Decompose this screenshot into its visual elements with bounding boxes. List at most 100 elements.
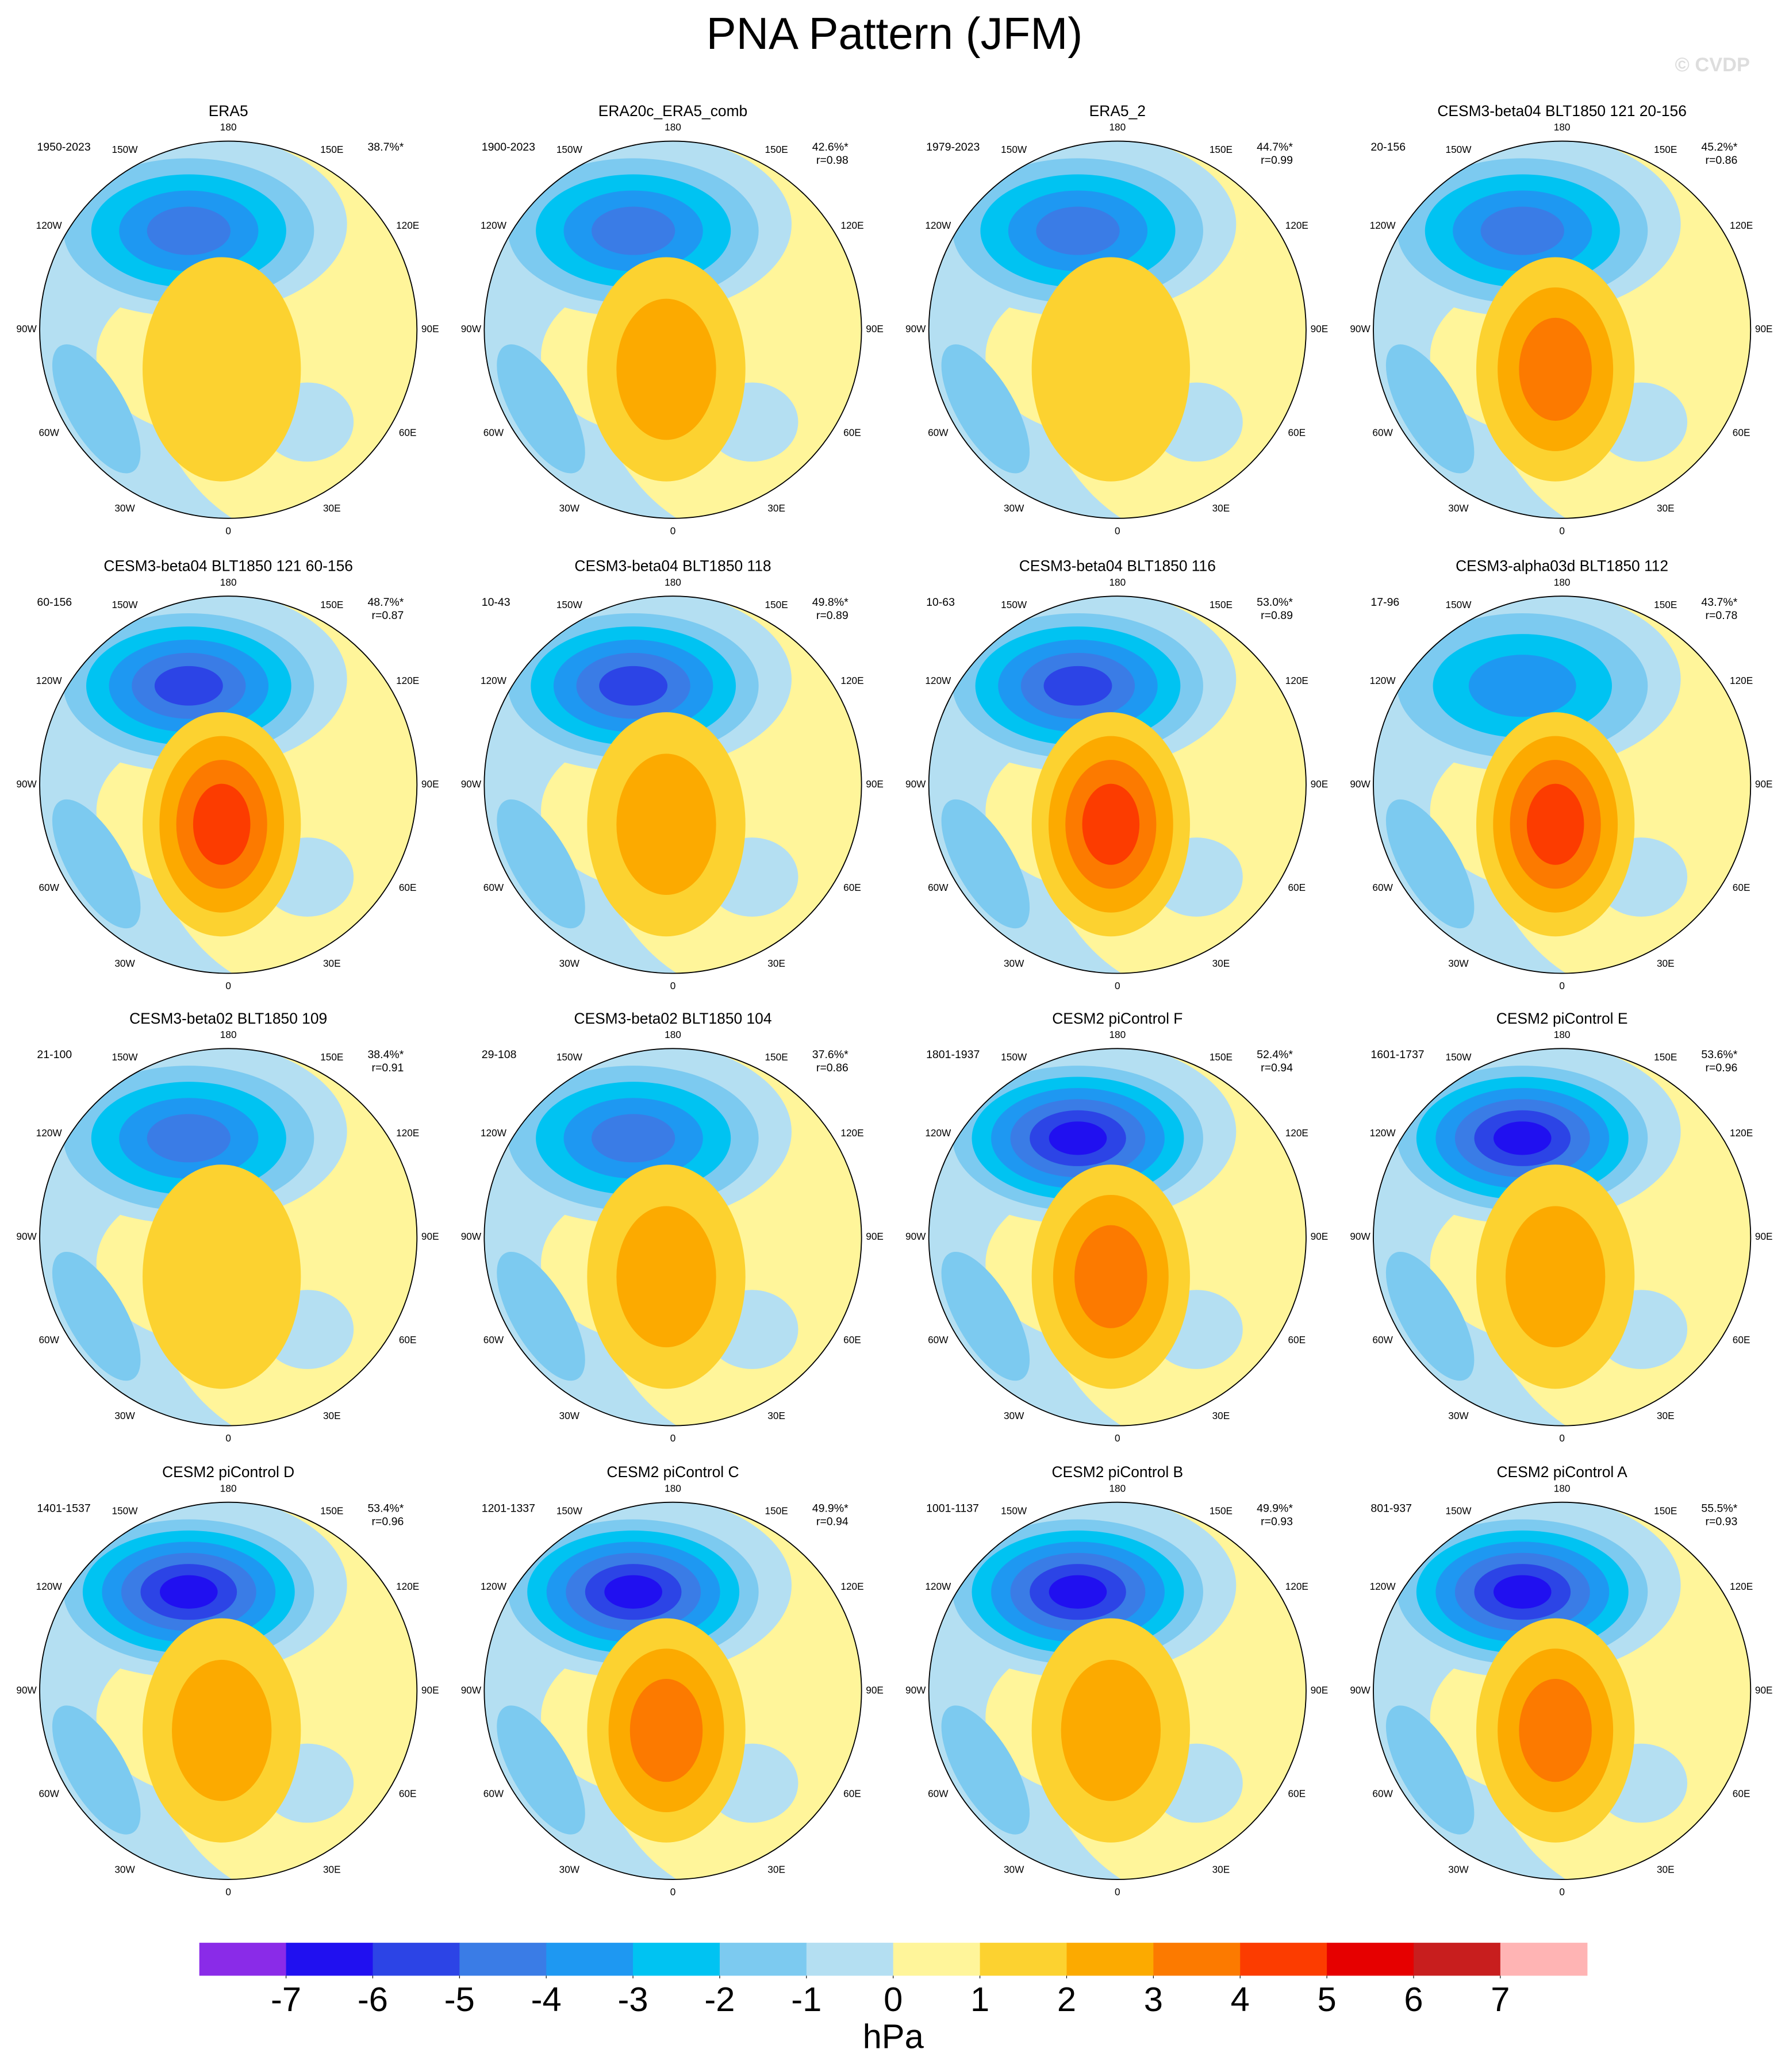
negative-center bbox=[1468, 655, 1576, 717]
positive-center bbox=[143, 1164, 301, 1389]
panel-stat: 53.4%* bbox=[367, 1502, 404, 1514]
longitude-label: 60W bbox=[39, 1788, 59, 1800]
longitude-label: 30E bbox=[1657, 502, 1675, 514]
panel-stat: r=0.89 bbox=[1261, 609, 1293, 622]
longitude-label: 30W bbox=[559, 502, 580, 514]
longitude-label: 30E bbox=[1657, 958, 1675, 969]
negative-region bbox=[941, 1251, 1030, 1381]
longitude-label: 120W bbox=[1370, 220, 1396, 231]
longitude-label: 90W bbox=[1350, 1231, 1370, 1242]
negative-center bbox=[1493, 1121, 1552, 1155]
colorbar-tick-label: -3 bbox=[618, 1980, 648, 2019]
longitude-label: 120W bbox=[925, 220, 951, 231]
panel-period: 21-100 bbox=[37, 1048, 72, 1061]
longitude-label: 60E bbox=[399, 1334, 417, 1346]
longitude-label: 60E bbox=[399, 1788, 417, 1800]
longitude-label: 180 bbox=[665, 1029, 681, 1040]
longitude-label: 150E bbox=[1210, 1505, 1233, 1516]
longitude-label: 150W bbox=[556, 1051, 583, 1063]
panel-period: 1001-1137 bbox=[926, 1502, 979, 1514]
colorbar-box bbox=[546, 1943, 634, 1976]
longitude-label: 60W bbox=[39, 426, 59, 438]
panel-stat: r=0.99 bbox=[1261, 154, 1293, 167]
map-border bbox=[1373, 595, 1752, 974]
colorbar-box bbox=[893, 1943, 981, 1976]
longitude-label: 90W bbox=[461, 778, 482, 790]
negative-region bbox=[497, 344, 585, 474]
longitude-label: 60E bbox=[1733, 426, 1750, 438]
longitude-label: 60W bbox=[1372, 882, 1393, 893]
panel-stat: r=0.94 bbox=[1261, 1062, 1293, 1074]
colorbar-unit: hPa bbox=[863, 2017, 924, 2055]
longitude-label: 120E bbox=[1285, 1581, 1308, 1592]
positive-center bbox=[1074, 1225, 1147, 1328]
colorbar-box bbox=[286, 1943, 374, 1976]
longitude-label: 180 bbox=[220, 121, 237, 133]
longitude-label: 120W bbox=[925, 1127, 951, 1139]
longitude-label: 120W bbox=[1370, 675, 1396, 686]
longitude-label: 150E bbox=[1210, 1051, 1233, 1063]
longitude-label: 90W bbox=[1350, 323, 1370, 335]
longitude-label: 60E bbox=[843, 882, 861, 893]
longitude-label: 30E bbox=[767, 958, 785, 969]
longitude-label: 150E bbox=[765, 1505, 788, 1516]
longitude-label: 60W bbox=[1372, 1788, 1393, 1800]
map-border bbox=[928, 1048, 1307, 1427]
longitude-label: 30W bbox=[1448, 1863, 1469, 1875]
longitude-label: 120W bbox=[36, 675, 63, 686]
longitude-label: 30W bbox=[1448, 502, 1469, 514]
longitude-label: 120W bbox=[481, 220, 507, 231]
colorbar-box bbox=[1413, 1943, 1501, 1976]
longitude-label: 150E bbox=[320, 599, 343, 610]
longitude-label: 90E bbox=[1755, 1231, 1773, 1242]
panel-title: CESM2 piControl B bbox=[1051, 1463, 1183, 1481]
negative-region bbox=[941, 1705, 1030, 1835]
negative-center bbox=[591, 1114, 675, 1163]
longitude-label: 90E bbox=[421, 778, 439, 790]
panel-title: ERA5_2 bbox=[1089, 102, 1146, 120]
negative-center bbox=[1493, 1575, 1552, 1609]
longitude-label: 150E bbox=[320, 1051, 343, 1063]
colorbar-tick-label: -4 bbox=[531, 1980, 562, 2019]
longitude-label: 150W bbox=[1446, 599, 1472, 610]
positive-center bbox=[1031, 257, 1191, 482]
panel-stat: r=0.93 bbox=[1705, 1515, 1737, 1528]
longitude-label: 120W bbox=[1370, 1581, 1396, 1592]
panel-period: 1950-2023 bbox=[37, 141, 90, 153]
longitude-label: 150E bbox=[765, 1051, 788, 1063]
longitude-label: 150E bbox=[320, 144, 343, 155]
colorbar-box bbox=[1240, 1943, 1327, 1976]
longitude-label: 30W bbox=[559, 958, 580, 969]
longitude-label: 180 bbox=[220, 1482, 237, 1494]
longitude-label: 60E bbox=[399, 882, 417, 893]
panel-title: CESM3-beta04 BLT1850 121 60-156 bbox=[103, 558, 353, 575]
negative-center bbox=[1036, 206, 1120, 255]
longitude-label: 60W bbox=[39, 1334, 59, 1346]
longitude-label: 180 bbox=[665, 576, 681, 588]
panel-stat: r=0.86 bbox=[816, 1062, 849, 1074]
longitude-label: 30W bbox=[1004, 958, 1024, 969]
panel-stat: r=0.94 bbox=[816, 1515, 849, 1528]
longitude-label: 90W bbox=[461, 1684, 482, 1696]
panel-stat: r=0.98 bbox=[816, 154, 849, 167]
panel-stat: 53.6%* bbox=[1701, 1048, 1737, 1061]
panel-stat: r=0.87 bbox=[372, 609, 404, 622]
longitude-label: 150E bbox=[1654, 1505, 1677, 1516]
negative-region bbox=[1385, 1251, 1475, 1381]
panel-stat: 37.6%* bbox=[812, 1048, 849, 1061]
colorbar-tick-label: -7 bbox=[271, 1980, 301, 2019]
panel-period: 1900-2023 bbox=[482, 141, 535, 153]
longitude-label: 90E bbox=[1311, 1684, 1329, 1696]
negative-center bbox=[591, 206, 675, 255]
negative-region bbox=[941, 344, 1030, 474]
longitude-label: 150W bbox=[1446, 1051, 1472, 1063]
panel-title: CESM2 piControl D bbox=[162, 1463, 294, 1481]
colorbar-tick-label: 2 bbox=[1057, 1980, 1076, 2019]
panel-stat: r=0.78 bbox=[1705, 609, 1737, 622]
colorbar-box bbox=[373, 1943, 460, 1976]
longitude-label: 90E bbox=[421, 323, 439, 335]
negative-region bbox=[52, 1251, 141, 1381]
longitude-label: 180 bbox=[1109, 121, 1126, 133]
map-border bbox=[928, 1501, 1307, 1880]
